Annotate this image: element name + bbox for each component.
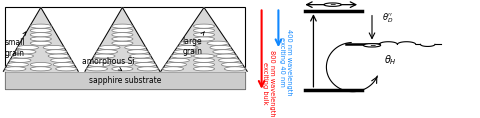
Circle shape [193, 37, 215, 41]
Circle shape [10, 58, 31, 62]
Text: small
grain: small grain [5, 32, 26, 58]
Text: sapphire substrate: sapphire substrate [89, 76, 161, 85]
Circle shape [112, 67, 133, 71]
Text: −: − [329, 0, 336, 9]
Circle shape [46, 50, 67, 54]
Text: 400 nm wavelength
exciting 40 nm: 400 nm wavelength exciting 40 nm [279, 29, 292, 95]
Circle shape [12, 54, 34, 58]
Circle shape [130, 54, 151, 58]
Circle shape [213, 50, 234, 54]
Circle shape [193, 58, 215, 62]
Circle shape [193, 63, 215, 67]
Circle shape [112, 24, 133, 28]
Circle shape [193, 28, 215, 33]
Polygon shape [3, 7, 78, 71]
Circle shape [207, 41, 228, 45]
Text: $\theta_D''$: $\theta_D''$ [382, 11, 393, 25]
Circle shape [99, 45, 120, 50]
Circle shape [30, 63, 51, 67]
Circle shape [30, 41, 51, 45]
Circle shape [17, 45, 38, 50]
Circle shape [30, 28, 51, 33]
Text: −: − [369, 41, 375, 50]
Circle shape [163, 67, 184, 71]
Circle shape [5, 67, 26, 71]
Circle shape [168, 58, 190, 62]
Circle shape [174, 50, 195, 54]
Circle shape [218, 58, 240, 62]
Polygon shape [161, 7, 247, 71]
Circle shape [112, 37, 133, 41]
Circle shape [224, 67, 245, 71]
Circle shape [30, 24, 51, 28]
Circle shape [112, 41, 133, 45]
Circle shape [125, 45, 146, 50]
Circle shape [30, 33, 51, 37]
Circle shape [86, 67, 108, 71]
Circle shape [193, 24, 215, 28]
Circle shape [43, 45, 64, 50]
Circle shape [137, 67, 158, 71]
Circle shape [30, 37, 51, 41]
Circle shape [171, 54, 192, 58]
Circle shape [112, 33, 133, 37]
Circle shape [48, 54, 69, 58]
Circle shape [96, 50, 118, 54]
Text: large
grain: large grain [182, 32, 204, 56]
Bar [5, 7, 245, 89]
Circle shape [127, 50, 148, 54]
Circle shape [56, 67, 77, 71]
Circle shape [221, 63, 242, 67]
Circle shape [210, 45, 231, 50]
Circle shape [216, 54, 237, 58]
Circle shape [135, 63, 156, 67]
Circle shape [112, 63, 133, 67]
Polygon shape [85, 7, 160, 71]
Bar [5, 72, 245, 89]
Circle shape [94, 54, 115, 58]
Circle shape [132, 58, 154, 62]
Text: $\theta_H$: $\theta_H$ [384, 54, 397, 67]
Circle shape [7, 63, 28, 67]
Circle shape [30, 67, 51, 71]
Circle shape [193, 54, 215, 58]
Circle shape [53, 63, 74, 67]
Text: 800 nm wavelength
exciting bulk: 800 nm wavelength exciting bulk [262, 50, 276, 116]
Circle shape [324, 3, 341, 6]
Circle shape [91, 58, 112, 62]
Text: amorphous Si: amorphous Si [82, 57, 134, 70]
Circle shape [177, 45, 198, 50]
Circle shape [193, 33, 215, 37]
Circle shape [89, 63, 110, 67]
Circle shape [193, 67, 215, 71]
Circle shape [51, 58, 72, 62]
Circle shape [363, 44, 381, 47]
Circle shape [180, 41, 201, 45]
Circle shape [15, 50, 36, 54]
Circle shape [166, 63, 187, 67]
Circle shape [112, 28, 133, 33]
